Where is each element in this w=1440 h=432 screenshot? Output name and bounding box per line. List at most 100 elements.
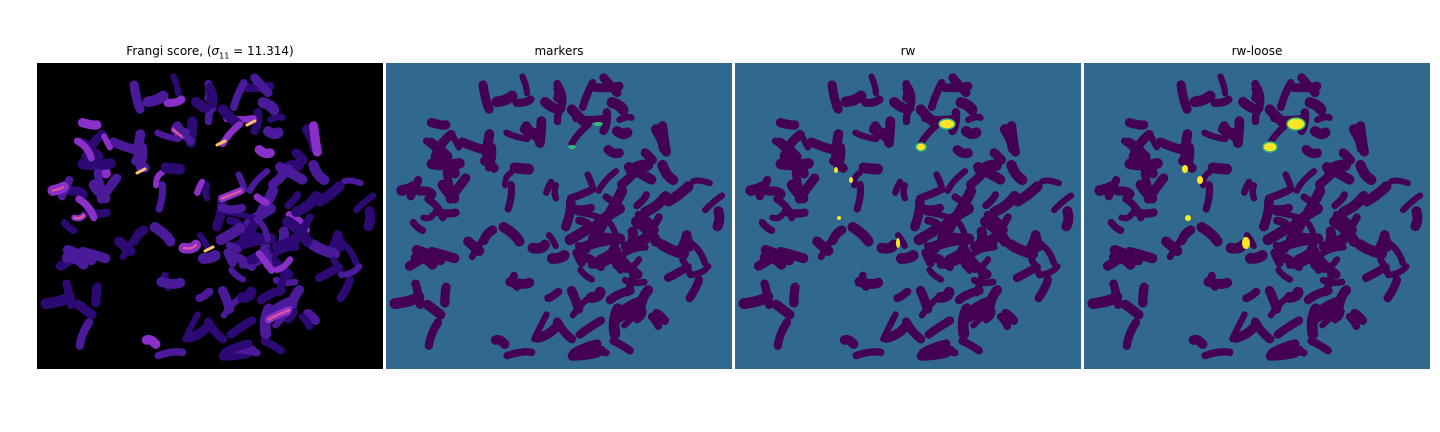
frangi-strand — [229, 79, 248, 111]
markers-canvas — [386, 63, 732, 369]
label-strand — [687, 263, 712, 279]
label-strand — [971, 256, 992, 273]
rw-tissue — [738, 73, 1075, 361]
rw-loose-segments — [1182, 117, 1306, 249]
label-strand — [603, 144, 624, 159]
label-strand — [827, 80, 843, 114]
label-strand — [1276, 79, 1295, 111]
rw-segment — [837, 216, 841, 220]
label-strand — [868, 73, 880, 97]
label-strand — [894, 232, 908, 250]
rw-loose-segment — [1197, 176, 1203, 184]
label-strand — [1385, 263, 1410, 279]
label-strand — [933, 171, 946, 193]
label-strand — [656, 239, 689, 260]
label-strand — [1176, 80, 1192, 114]
label-strand — [531, 311, 550, 343]
label-strand — [1108, 252, 1136, 270]
label-strand — [1202, 181, 1214, 213]
label-strand — [572, 248, 586, 268]
label-strand — [1338, 191, 1369, 218]
label-strand — [498, 222, 525, 247]
frangi-peak — [203, 245, 215, 253]
label-strand — [1272, 242, 1289, 253]
marker-seed — [568, 145, 576, 149]
frangi-strand — [170, 73, 182, 97]
label-strand — [578, 79, 597, 111]
label-strand — [623, 267, 637, 297]
label-strand — [917, 120, 942, 148]
frangi-strand — [255, 250, 276, 274]
label-strand — [1354, 239, 1387, 260]
label-strand — [702, 192, 726, 214]
label-strand — [1109, 244, 1144, 266]
label-strand — [1339, 213, 1361, 246]
label-strand — [599, 73, 622, 98]
label-strand — [927, 79, 946, 111]
rw-loose-image — [1084, 63, 1430, 369]
label-strand — [953, 250, 974, 274]
label-strand — [1243, 232, 1257, 250]
label-strand — [1356, 121, 1369, 157]
label-strand — [924, 316, 955, 339]
frangi-ridge — [267, 308, 291, 321]
label-strand — [505, 276, 535, 289]
label-strand — [760, 279, 774, 310]
label-strand — [861, 95, 884, 107]
frangi-strand — [194, 178, 206, 196]
label-strand — [1006, 160, 1028, 186]
frangi-strand — [154, 348, 187, 360]
label-strand — [663, 262, 692, 282]
label-strand — [564, 222, 595, 246]
label-strand — [622, 256, 643, 273]
label-strand — [955, 97, 978, 116]
label-strand — [901, 317, 926, 344]
frangi-strand — [182, 311, 201, 343]
frangi-strand — [226, 316, 257, 339]
label-strand — [851, 169, 863, 189]
label-strand — [773, 195, 796, 222]
label-strand — [858, 162, 883, 175]
frangi-strand — [223, 248, 237, 268]
label-strand — [1061, 206, 1074, 232]
label-strand — [1242, 287, 1261, 303]
label-strand — [527, 239, 551, 254]
frangi-strand — [119, 238, 136, 261]
label-strand — [1107, 218, 1125, 235]
label-strand — [623, 162, 657, 185]
label-strand — [1155, 137, 1188, 155]
frangi-strand — [62, 279, 76, 310]
label-strand — [1321, 267, 1335, 297]
label-strand — [1244, 250, 1268, 264]
frangi-strand — [237, 286, 257, 303]
label-strand — [1262, 222, 1293, 246]
label-strand — [411, 279, 425, 310]
label-strand — [584, 171, 597, 193]
frangi-strand — [77, 158, 116, 171]
markers-panel-title: markers — [534, 44, 584, 58]
frangi-strand — [129, 80, 145, 114]
frangi-strand — [62, 244, 97, 266]
frangi-strand — [202, 182, 211, 202]
label-strand — [1314, 113, 1333, 123]
frangi-strand — [217, 104, 243, 129]
frangi-strand — [142, 90, 169, 108]
label-strand — [426, 118, 451, 130]
rw-segment — [834, 167, 838, 173]
frangi-strand — [267, 113, 286, 123]
label-strand — [758, 218, 776, 235]
rw-loose-canvas — [1084, 63, 1430, 369]
label-strand — [1166, 238, 1183, 261]
frangi-tissue — [40, 73, 377, 361]
frangi-strand — [149, 222, 176, 247]
markers-tissue — [389, 73, 726, 361]
rw-loose-tissue — [1087, 73, 1424, 361]
frangi-strand — [220, 339, 253, 357]
frangi-panel-title: Frangi score, (σ11 = 11.314) — [126, 44, 294, 61]
frangi-strand — [267, 164, 294, 190]
rw-segments — [834, 118, 956, 248]
label-strand — [839, 334, 859, 349]
label-strand — [806, 137, 839, 155]
label-strand — [445, 173, 471, 204]
frangi-strand — [274, 162, 308, 185]
